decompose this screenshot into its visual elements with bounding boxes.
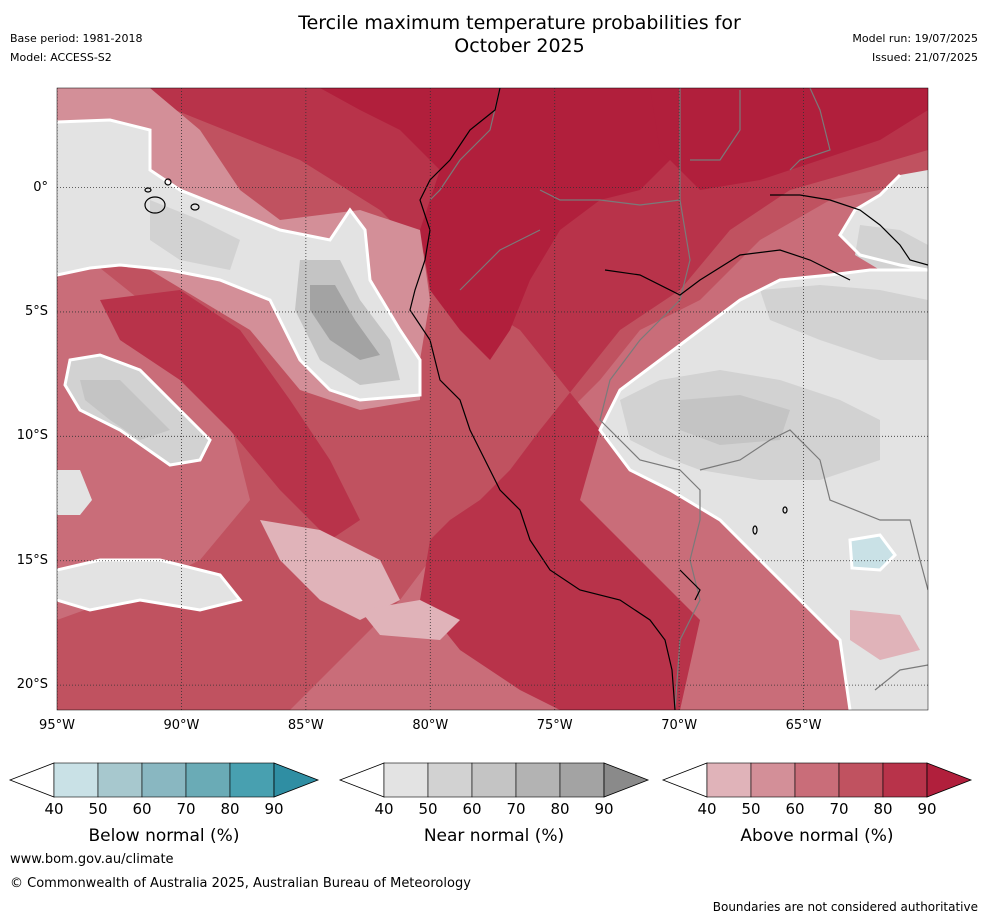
fifty-percent-contours — [57, 118, 928, 710]
colorbar-segment — [53, 762, 99, 798]
lon-tick-label: 85°W — [287, 718, 324, 733]
colorbar-segment — [706, 762, 752, 798]
colorbar — [8, 762, 320, 798]
colorbar-segment — [794, 762, 840, 798]
near-50-60-east-north — [760, 285, 928, 360]
colorbar — [338, 762, 650, 798]
colorbar-tick-label: 80 — [220, 800, 240, 818]
lat-tick-label: 0° — [33, 179, 48, 195]
colorbar-tick-label: 60 — [785, 800, 805, 818]
model-run-text: Model run: 19/07/2025 — [852, 32, 978, 45]
near-60-70-east — [680, 395, 790, 445]
lon-tick-label: 65°W — [785, 718, 822, 733]
colorbar-title: Near normal (%) — [423, 826, 565, 846]
colorbar-segment — [471, 762, 517, 798]
colorbar-segment — [97, 762, 143, 798]
website-text: www.bom.gov.au/climate — [10, 852, 174, 867]
disclaimer-text: Boundaries are not considered authoritat… — [712, 900, 978, 914]
colorbar-tick-label: 40 — [44, 800, 64, 818]
colorbar-segment — [427, 762, 473, 798]
lon-tick-label: 70°W — [661, 718, 698, 733]
colorbar-segment — [838, 762, 884, 798]
colorbar-title: Below normal (%) — [88, 826, 240, 846]
colorbars — [8, 762, 973, 798]
colorbar-segment — [141, 762, 187, 798]
colorbar-tick-label: 50 — [741, 800, 761, 818]
colorbar-segment — [882, 762, 928, 798]
lon-tick-label: 80°W — [412, 718, 449, 733]
colorbar-tick-label: 60 — [132, 800, 152, 818]
colorbar-max-arrow — [926, 762, 973, 798]
colorbar-tick-label: 50 — [88, 800, 108, 818]
title-line-2: October 2025 — [454, 35, 585, 57]
copyright-text: © Commonwealth of Australia 2025, Austra… — [10, 876, 471, 891]
issued-text: Issued: 21/07/2025 — [871, 51, 978, 64]
lat-tick-label: 5°S — [24, 303, 48, 319]
map-field — [57, 88, 928, 710]
lon-tick-label: 90°W — [163, 718, 200, 733]
colorbar-min-arrow — [338, 762, 385, 798]
colorbar-tick-label: 40 — [374, 800, 394, 818]
above-80-90-pacific — [100, 290, 360, 540]
colorbar — [661, 762, 973, 798]
near-80-90-region — [310, 285, 380, 360]
colorbar-min-arrow — [661, 762, 708, 798]
near-50-60-region — [150, 200, 240, 270]
near-40-50-edge — [57, 470, 92, 515]
colorbar-tick-label: 50 — [418, 800, 438, 818]
above-90-region — [320, 88, 700, 360]
near-50-60-ne — [855, 225, 928, 275]
near-60-70-west — [80, 380, 170, 440]
graticule — [57, 88, 928, 710]
colorbar-segment — [383, 762, 429, 798]
lon-tick-label: 95°W — [39, 718, 75, 733]
colorbar-tick-label: 90 — [264, 800, 284, 818]
lat-tick-label: 20°S — [16, 677, 48, 693]
near-40-50-south — [57, 560, 240, 610]
colorbar-segment — [559, 762, 605, 798]
lon-tick-label: 75°W — [536, 718, 573, 733]
above-40-50-region — [260, 520, 400, 620]
lat-tick-label: 15°S — [16, 552, 48, 568]
colorbar-segment — [515, 762, 561, 798]
colorbar-segment — [229, 762, 275, 798]
colorbar-max-arrow — [273, 762, 320, 798]
title-line-1: Tercile maximum temperature probabilitie… — [298, 12, 741, 34]
coastline — [144, 88, 928, 710]
country-borders — [429, 88, 928, 710]
above-40-50-region-2 — [360, 600, 460, 640]
colorbar-min-arrow — [8, 762, 55, 798]
above-90-region-north — [650, 88, 928, 190]
colorbar-tick-label: 60 — [462, 800, 482, 818]
colorbar-title: Above normal (%) — [740, 826, 894, 846]
above-40-50-region-3 — [850, 610, 920, 660]
colorbar-tick-label: 90 — [594, 800, 614, 818]
colorbar-tick-label: 80 — [873, 800, 893, 818]
colorbar-tick-label: 70 — [829, 800, 849, 818]
lat-tick-label: 10°S — [16, 428, 48, 444]
colorbar-tick-label: 80 — [550, 800, 570, 818]
colorbar-tick-label: 70 — [506, 800, 526, 818]
map-title: Tercile maximum temperature probabilitie… — [0, 12, 988, 58]
colorbar-max-arrow — [603, 762, 650, 798]
below-40-50-region — [850, 535, 895, 570]
colorbar-segment — [185, 762, 231, 798]
colorbar-tick-label: 70 — [176, 800, 196, 818]
colorbar-tick-label: 40 — [697, 800, 717, 818]
colorbar-segment — [750, 762, 796, 798]
base-period-text: Base period: 1981-2018 — [10, 32, 143, 45]
model-text: Model: ACCESS-S2 — [10, 51, 112, 64]
colorbar-tick-label: 90 — [917, 800, 937, 818]
map-frame — [56, 87, 929, 711]
